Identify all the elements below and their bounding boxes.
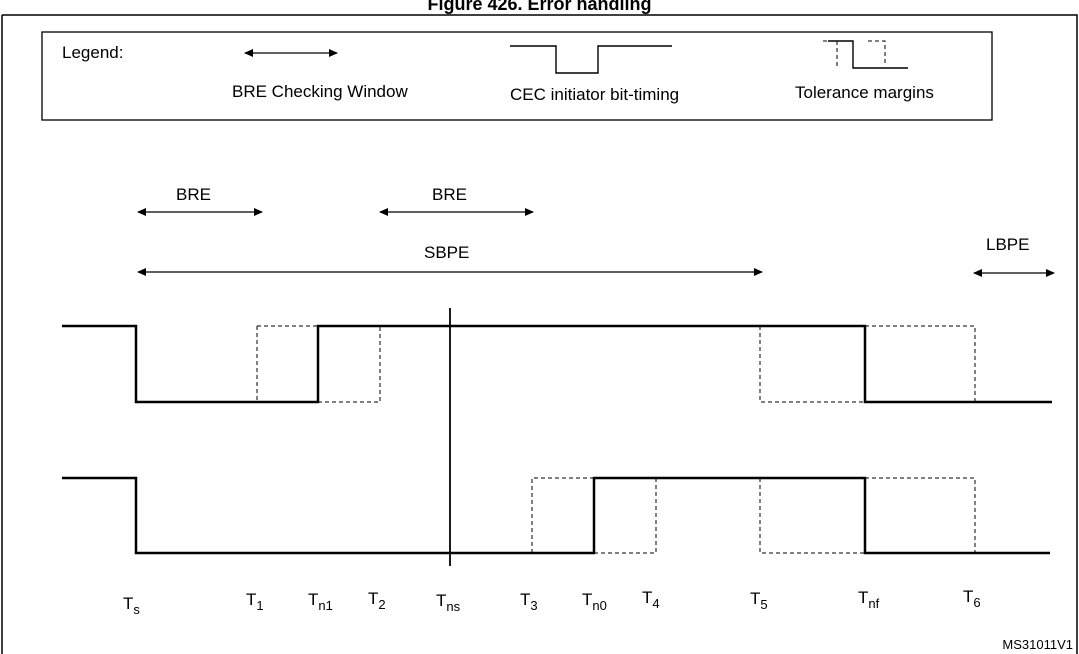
legend-box bbox=[41, 31, 993, 121]
legend-tolerance-label: Tolerance margins bbox=[795, 83, 934, 102]
check-windows: BRE BRE SBPE LBPE bbox=[137, 185, 1055, 277]
legend-bit-timing-icon bbox=[510, 45, 672, 74]
time-labels: Ts T1 Tn1 T2 Tns T3 Tn0 T4 T5 Tnf T6 bbox=[123, 587, 981, 617]
time-label-tns: Tns bbox=[436, 591, 461, 614]
tolerance-margin-t3-t4 bbox=[531, 477, 657, 554]
legend-bre-window-label: BRE Checking Window bbox=[232, 82, 408, 101]
time-label-t1: T1 bbox=[246, 590, 264, 613]
waveform-logical-one bbox=[62, 324, 1052, 404]
tolerance-margin-t1-t2 bbox=[256, 325, 381, 403]
bit-timing-line-upper bbox=[62, 324, 1052, 404]
legend: Legend: BRE Checking Window CEC initiato… bbox=[41, 31, 993, 121]
tolerance-margin-t5-t6-upper bbox=[759, 325, 976, 403]
legend-tolerance-icon bbox=[823, 40, 908, 69]
legend-bit-timing-label: CEC initiator bit-timing bbox=[510, 85, 679, 104]
figure-reference-code: MS31011V1 bbox=[1002, 637, 1073, 652]
waveform-logical-zero bbox=[62, 476, 1050, 555]
bre-label-2: BRE bbox=[432, 185, 467, 204]
figure-title: Figure 426. Error handling bbox=[427, 0, 652, 14]
time-label-t5: T5 bbox=[750, 589, 768, 612]
time-label-ts: Ts bbox=[123, 594, 140, 617]
time-label-tn0: Tn0 bbox=[582, 590, 607, 613]
time-label-t2: T2 bbox=[368, 589, 386, 612]
lbpe-label: LBPE bbox=[986, 235, 1029, 254]
bre-label-1: BRE bbox=[176, 185, 211, 204]
legend-heading: Legend: bbox=[62, 43, 123, 62]
sbpe-label: SBPE bbox=[424, 243, 469, 262]
time-label-tnf: Tnf bbox=[858, 588, 880, 611]
time-label-t6: T6 bbox=[963, 587, 981, 610]
time-label-t3: T3 bbox=[520, 590, 538, 613]
bit-timing-line-lower bbox=[62, 476, 1050, 555]
tolerance-margin-t5-t6-lower bbox=[759, 477, 976, 554]
time-label-tn1: Tn1 bbox=[308, 590, 333, 613]
time-label-t4: T4 bbox=[642, 588, 660, 611]
figure-frame bbox=[1, 14, 1078, 654]
